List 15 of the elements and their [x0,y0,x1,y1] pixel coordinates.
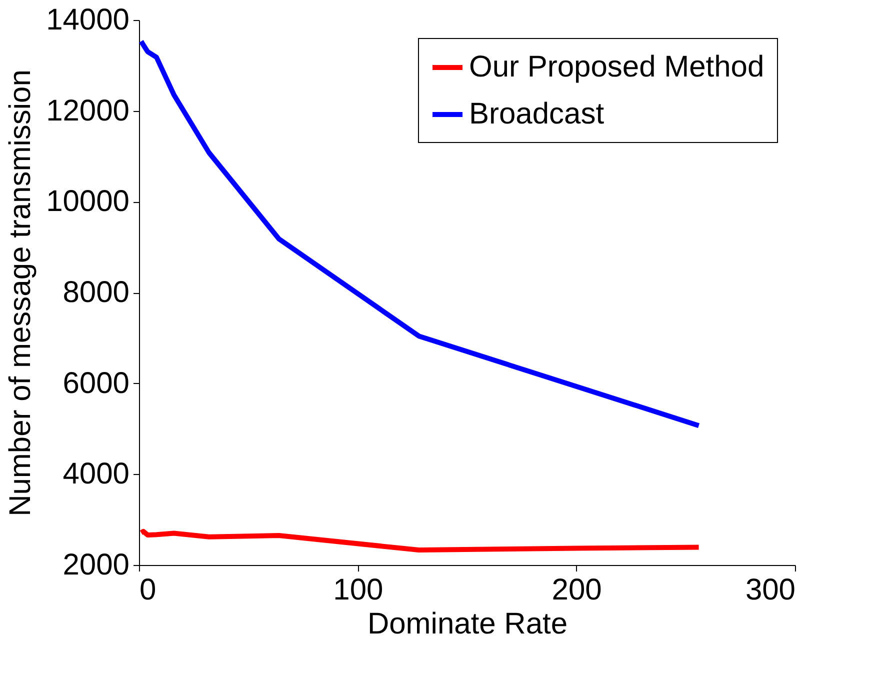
y-tick-label: 10000 [46,185,130,218]
x-tick-label: 100 [333,574,384,606]
legend-label: Broadcast [469,98,605,130]
legend-label: Our Proposed Method [469,50,764,84]
y-tick-label: 12000 [46,94,130,128]
x-axis-title: Dominate Rate [367,608,568,640]
x-tick-label: 0 [140,574,156,606]
x-tick-label: 200 [552,574,602,606]
x-tick-label: 300 [745,574,796,606]
y-axis-title: Number of message transmission [4,70,38,516]
y-tick-label: 2000 [62,548,130,582]
y-tick-label: 14000 [46,4,130,36]
y-tick-label: 4000 [62,458,130,491]
y-tick-label: 6000 [62,366,130,400]
y-tick-label: 8000 [62,276,130,309]
